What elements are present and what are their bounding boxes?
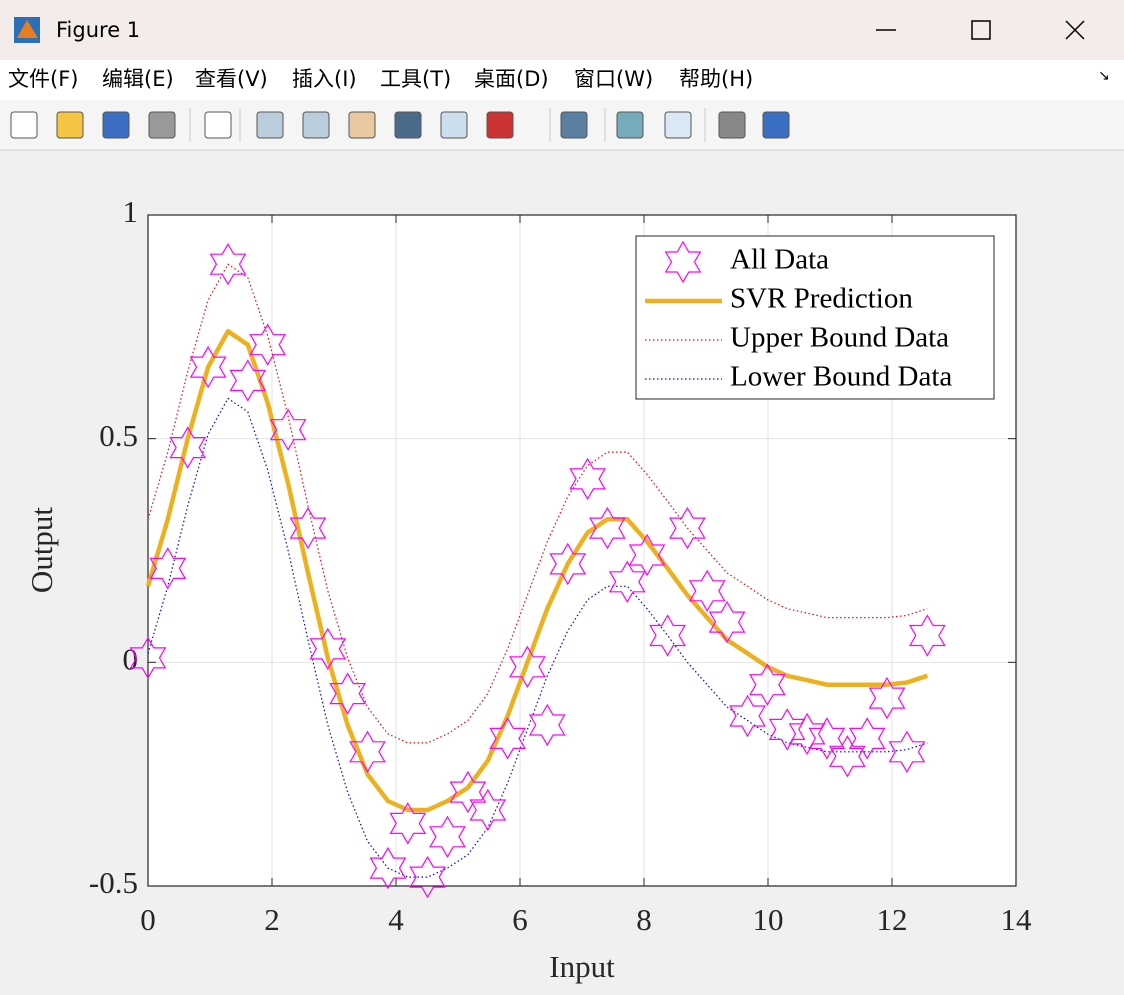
window-title: Figure 1 bbox=[56, 18, 140, 42]
data-point bbox=[389, 802, 427, 845]
data-point bbox=[229, 359, 267, 402]
toolbar-button[interactable] bbox=[56, 111, 84, 139]
plot-layer bbox=[129, 243, 946, 899]
maximize-button[interactable] bbox=[971, 20, 991, 40]
data-point bbox=[129, 636, 167, 680]
data-point bbox=[649, 614, 686, 657]
toolbar-button[interactable] bbox=[10, 111, 38, 139]
data-point bbox=[669, 506, 706, 550]
x-tick-label: 12 bbox=[877, 902, 908, 937]
data-point bbox=[449, 770, 487, 814]
data-point bbox=[908, 614, 946, 657]
toolbar-button[interactable] bbox=[560, 111, 588, 139]
data-point bbox=[409, 855, 446, 899]
legend-marker bbox=[664, 240, 702, 284]
data-point bbox=[189, 345, 227, 389]
toolbar-button[interactable] bbox=[256, 111, 284, 139]
data-point bbox=[489, 717, 526, 760]
series-line bbox=[145, 329, 929, 813]
legend-label: Upper Bound Data bbox=[730, 322, 949, 354]
data-point bbox=[309, 627, 347, 671]
data-point bbox=[828, 735, 866, 778]
data-point bbox=[589, 506, 626, 550]
title-bar bbox=[0, 0, 1124, 60]
app-icon-logo bbox=[17, 20, 38, 38]
menu-dock-arrow[interactable]: ↘ bbox=[1098, 68, 1110, 84]
menu-item[interactable]: 窗口(W) bbox=[574, 67, 653, 91]
x-tick-label: 14 bbox=[1001, 902, 1033, 937]
menu-item[interactable]: 文件(F) bbox=[8, 67, 78, 91]
data-point bbox=[688, 569, 726, 613]
data-point bbox=[349, 730, 386, 773]
y-tick-label: 1 bbox=[123, 194, 139, 229]
toolbar-button[interactable] bbox=[664, 111, 692, 139]
menu-item[interactable]: 插入(I) bbox=[292, 67, 357, 91]
data-point bbox=[289, 506, 327, 550]
data-point bbox=[249, 323, 287, 366]
toolbar-button[interactable] bbox=[348, 111, 376, 139]
axes-box bbox=[147, 214, 1017, 887]
data-point bbox=[169, 426, 207, 469]
y-tick-label: 0.5 bbox=[99, 418, 138, 453]
legend-label: All Data bbox=[730, 244, 829, 276]
data-point bbox=[509, 645, 546, 689]
menu-item[interactable]: 工具(T) bbox=[380, 67, 451, 91]
toolbar-button[interactable] bbox=[394, 111, 422, 139]
data-point bbox=[868, 676, 906, 720]
x-tick-label: 0 bbox=[140, 902, 156, 937]
data-point bbox=[269, 408, 307, 451]
menu-item[interactable]: 帮助(H) bbox=[679, 67, 753, 91]
x-axis-label: Input bbox=[549, 949, 615, 984]
x-tick-label: 8 bbox=[636, 902, 652, 937]
data-point bbox=[888, 730, 926, 773]
toolbar-button[interactable] bbox=[148, 111, 176, 139]
data-point bbox=[429, 815, 466, 859]
x-tick-label: 2 bbox=[264, 902, 280, 937]
toolbar-button[interactable] bbox=[616, 111, 644, 139]
series-line bbox=[147, 397, 928, 878]
toolbar-button[interactable] bbox=[762, 111, 790, 139]
data-point bbox=[848, 717, 886, 760]
data-point bbox=[549, 542, 587, 586]
toolbar-button[interactable] bbox=[302, 111, 330, 139]
data-point bbox=[808, 717, 846, 760]
data-point bbox=[149, 547, 187, 590]
data-point bbox=[708, 600, 746, 644]
menu-item[interactable]: 桌面(D) bbox=[474, 67, 549, 91]
x-tick-label: 6 bbox=[512, 902, 528, 937]
legend-label: Lower Bound Data bbox=[730, 361, 952, 393]
menu-bar bbox=[0, 60, 1124, 100]
series-line bbox=[147, 263, 928, 744]
menu-item[interactable]: 查看(V) bbox=[195, 67, 268, 91]
y-axis-label: Output bbox=[24, 507, 59, 594]
data-point bbox=[729, 694, 766, 738]
toolbar-button[interactable] bbox=[486, 111, 514, 139]
y-tick-label: -0.5 bbox=[89, 865, 138, 900]
close-button[interactable] bbox=[1065, 20, 1085, 40]
toolbar-button[interactable] bbox=[204, 111, 232, 139]
menu-item[interactable]: 编辑(E) bbox=[102, 67, 174, 91]
data-point bbox=[528, 703, 566, 747]
toolbar-button[interactable] bbox=[440, 111, 468, 139]
data-point bbox=[369, 846, 407, 890]
x-tick-label: 10 bbox=[753, 902, 784, 937]
legend-label: SVR Prediction bbox=[730, 283, 913, 315]
toolbar-button[interactable] bbox=[718, 111, 746, 139]
toolbar-button[interactable] bbox=[102, 111, 130, 139]
x-tick-label: 4 bbox=[388, 902, 404, 937]
data-point bbox=[749, 663, 786, 706]
data-point bbox=[628, 533, 666, 577]
data-point bbox=[569, 457, 606, 501]
data-point bbox=[209, 243, 247, 286]
data-point bbox=[329, 672, 367, 715]
data-point bbox=[469, 788, 507, 832]
